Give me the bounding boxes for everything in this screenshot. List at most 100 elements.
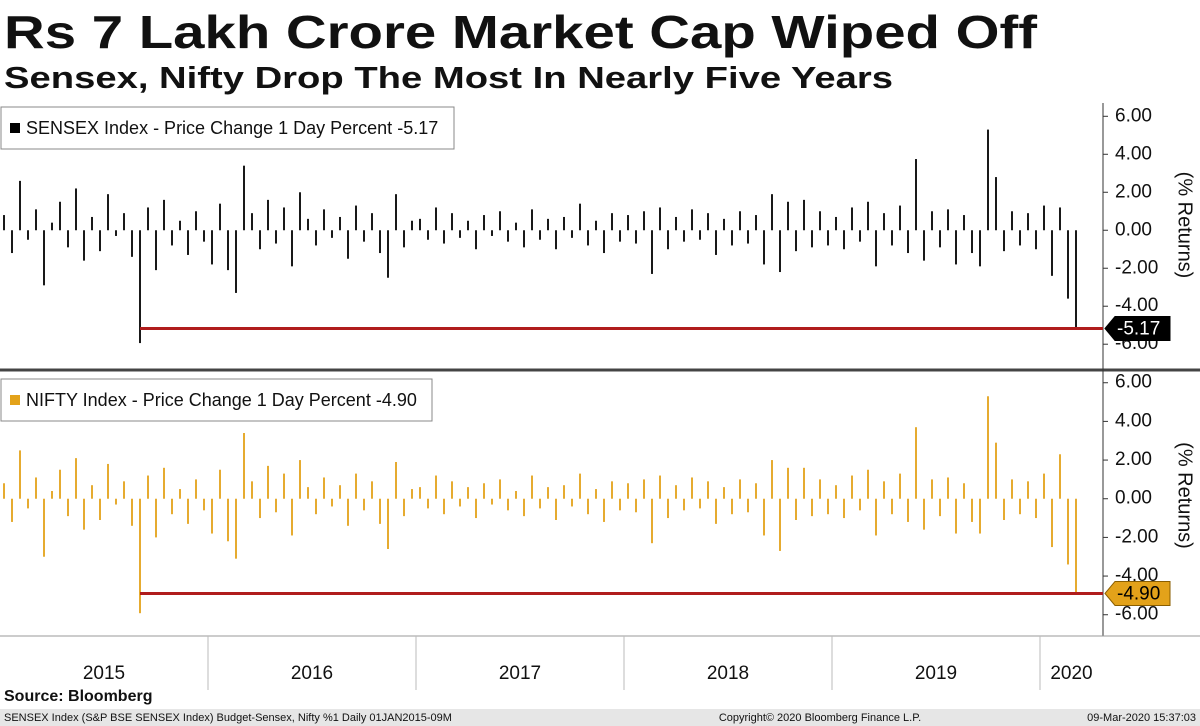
bar bbox=[331, 230, 333, 238]
bar bbox=[43, 230, 45, 286]
bar bbox=[995, 177, 997, 231]
bar bbox=[235, 498, 237, 559]
bar bbox=[827, 498, 829, 515]
bar bbox=[819, 211, 821, 231]
bar bbox=[59, 201, 61, 231]
last-value-badge bbox=[1104, 315, 1171, 341]
x-tick-label: 2015 bbox=[83, 663, 125, 684]
bar bbox=[35, 477, 37, 499]
last-value-label: -5.17 bbox=[1117, 318, 1160, 339]
y-axis-title: (% Returns) bbox=[1174, 442, 1196, 549]
bar bbox=[283, 473, 285, 499]
bar bbox=[747, 498, 749, 513]
bar bbox=[707, 213, 709, 231]
bar bbox=[123, 213, 125, 231]
bar bbox=[139, 230, 141, 344]
y-tick-label: 4.00 bbox=[1115, 143, 1152, 164]
bar bbox=[851, 475, 853, 499]
legend-text: SENSEX Index - Price Change 1 Day Percen… bbox=[26, 118, 438, 138]
bar bbox=[787, 201, 789, 231]
bar bbox=[635, 230, 637, 244]
bar bbox=[699, 230, 701, 240]
bar bbox=[1075, 498, 1077, 594]
bar bbox=[787, 467, 789, 499]
bar bbox=[723, 487, 725, 499]
legend-marker bbox=[10, 123, 20, 133]
bar bbox=[531, 209, 533, 231]
bar bbox=[803, 199, 805, 231]
bar bbox=[603, 498, 605, 522]
bar bbox=[667, 498, 669, 519]
bar bbox=[315, 498, 317, 515]
bar bbox=[547, 487, 549, 499]
bar bbox=[387, 498, 389, 549]
bar bbox=[675, 485, 677, 499]
bar bbox=[659, 475, 661, 499]
bar bbox=[235, 230, 237, 293]
bar bbox=[395, 194, 397, 231]
footer-bar bbox=[0, 709, 1200, 726]
bar bbox=[275, 498, 277, 513]
bar bbox=[187, 230, 189, 255]
y-tick-label: 6.00 bbox=[1115, 105, 1152, 126]
bar bbox=[771, 194, 773, 231]
bar bbox=[267, 199, 269, 231]
bar bbox=[195, 211, 197, 231]
bar bbox=[171, 230, 173, 246]
legend-box bbox=[0, 378, 433, 422]
x-tick-label: 2020 bbox=[1050, 663, 1092, 684]
bar bbox=[1003, 498, 1005, 520]
y-tick-label: 2.00 bbox=[1115, 181, 1152, 202]
bar bbox=[907, 230, 909, 254]
bar bbox=[1067, 230, 1069, 299]
y-tick-label: -2.00 bbox=[1115, 257, 1158, 278]
bar bbox=[891, 230, 893, 246]
bar bbox=[3, 483, 5, 499]
bar bbox=[267, 465, 269, 499]
bar bbox=[299, 192, 301, 231]
bar bbox=[147, 475, 149, 499]
bar bbox=[67, 498, 69, 517]
bar bbox=[523, 230, 525, 248]
bar bbox=[379, 230, 381, 254]
bar bbox=[979, 230, 981, 267]
bar bbox=[91, 485, 93, 499]
bar bbox=[187, 498, 189, 524]
bar bbox=[931, 211, 933, 231]
bar bbox=[811, 498, 813, 517]
bar bbox=[627, 483, 629, 499]
legend-series-name: NIFTY Index - Price Change 1 Day Percent bbox=[26, 390, 371, 410]
bar bbox=[451, 213, 453, 231]
bar bbox=[1035, 498, 1037, 519]
bar bbox=[955, 230, 957, 265]
bar bbox=[363, 230, 365, 242]
bar bbox=[763, 230, 765, 265]
bar bbox=[779, 498, 781, 551]
legend-text: NIFTY Index - Price Change 1 Day Percent… bbox=[26, 390, 417, 410]
bar bbox=[611, 213, 613, 231]
chart-title: Rs 7 Lakh Crore Market Cap Wiped Off bbox=[4, 6, 1038, 58]
y-axis-title: (% Returns) bbox=[1174, 172, 1196, 279]
bar bbox=[203, 498, 205, 511]
bar bbox=[435, 475, 437, 499]
bar bbox=[83, 498, 85, 530]
bar bbox=[371, 481, 373, 499]
bar bbox=[131, 230, 133, 257]
bar bbox=[643, 211, 645, 231]
bar bbox=[499, 479, 501, 499]
bar bbox=[115, 230, 117, 236]
bar bbox=[995, 442, 997, 499]
bar bbox=[659, 207, 661, 231]
bar bbox=[307, 487, 309, 499]
bar bbox=[731, 230, 733, 246]
bar bbox=[883, 213, 885, 231]
bar bbox=[515, 491, 517, 499]
bar bbox=[443, 498, 445, 515]
bar bbox=[539, 498, 541, 509]
bar bbox=[467, 487, 469, 499]
bar bbox=[419, 218, 421, 231]
bar bbox=[307, 218, 309, 231]
bar bbox=[867, 201, 869, 231]
bar bbox=[1051, 230, 1053, 276]
bar bbox=[163, 199, 165, 231]
